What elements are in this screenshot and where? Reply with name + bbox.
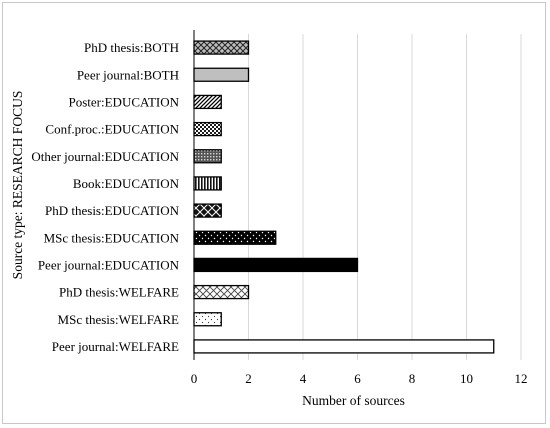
bar [193, 203, 222, 218]
bar [193, 312, 222, 327]
category-label: Book:EDUCATION [73, 176, 180, 191]
bar [193, 94, 222, 110]
category-label: Conf.proc.:EDUCATION [45, 122, 179, 137]
x-tick-label: 12 [515, 371, 528, 386]
category-label: MSc thesis:EDUCATION [44, 230, 180, 245]
category-label: Other journal:EDUCATION [31, 149, 179, 164]
bar [193, 230, 277, 245]
bar [193, 257, 359, 273]
bar [193, 339, 495, 354]
x-axis-ticks: 0 2 4 6 8 10 12 [191, 371, 528, 386]
bar [193, 176, 222, 191]
category-label: Peer journal:BOTH [77, 67, 179, 82]
category-label: PhD thesis:EDUCATION [45, 203, 180, 218]
x-tick-label: 8 [409, 371, 416, 386]
x-tick-label: 6 [354, 371, 361, 386]
x-tick-label: 10 [460, 371, 473, 386]
category-label: Poster:EDUCATION [69, 94, 180, 109]
y-axis-title: Source type: RESEARCH FOCUS [10, 91, 25, 280]
category-label: Peer journal:WELFARE [52, 339, 179, 354]
x-tick-label: 2 [245, 371, 252, 386]
category-labels: PhD thesis:BOTH Peer journal:BOTH Poster:E… [31, 40, 179, 354]
category-label: PhD thesis:BOTH [84, 40, 179, 55]
category-label: Peer journal:EDUCATION [38, 257, 180, 272]
bar [193, 149, 222, 164]
chart-frame [2, 2, 546, 424]
x-tick-label: 4 [300, 371, 307, 386]
category-label: PhD thesis:WELFARE [59, 285, 179, 300]
x-tick-label: 0 [191, 371, 198, 386]
gridlines [248, 34, 522, 360]
bars [193, 40, 495, 354]
bar [193, 67, 250, 82]
category-label: MSc thesis:WELFARE [58, 312, 180, 327]
bar [193, 284, 250, 300]
bar [193, 40, 250, 55]
bar [193, 121, 222, 137]
x-axis-title: Number of sources [302, 393, 405, 408]
